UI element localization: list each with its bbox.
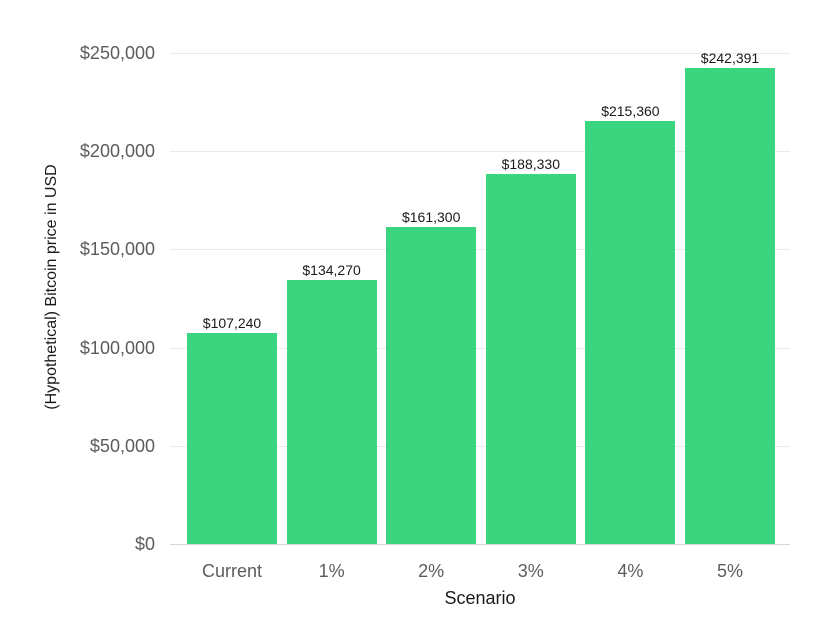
y-tick-label: $50,000 [89,435,155,456]
y-tick-label: $0 [134,534,155,554]
x-tick-label: 5% [716,561,743,581]
bar-group-1-: $134,270 [286,53,377,544]
y-tick-label: $250,000 [79,43,155,63]
x-axis-title: Scenario [444,588,516,608]
y-gridline [170,53,790,54]
bar [187,333,277,544]
plot-area: $107,240 $134,270 $161,300 $188,330 $215,360… [170,49,790,545]
bar [685,67,775,544]
y-gridline [170,151,790,153]
x-tick-label: 2% [418,561,445,581]
y-tick-label: $150,000 [79,239,155,260]
bar [485,174,576,544]
bar [386,227,477,544]
bar-value-label: $242,391 [700,49,760,66]
bar [286,280,377,544]
y-axis-title: (Hypothetical) Bitcoin price in USD [43,164,60,410]
bar-group-current: $107,240 [187,53,277,544]
bar-value-label: $161,300 [401,209,461,226]
bar-group-5-: $242,391 [685,49,775,544]
y-tick-label: $200,000 [79,141,155,162]
y-gridline [170,249,790,251]
y-gridline [170,445,790,447]
x-tick-label: Current [201,561,263,581]
bar-group-4-: $215,360 [585,53,676,544]
bar-value-label: $107,240 [202,315,262,332]
bar-value-label: $188,330 [501,156,560,173]
bar-value-label: $215,360 [601,103,660,120]
bar-group-2-: $161,300 [386,53,477,544]
x-axis-baseline [170,544,790,545]
bar-group-3-: $188,330 [485,53,576,544]
x-tick-label: 1% [318,561,345,581]
x-tick-label: 4% [617,561,644,581]
bar-value-label: $134,270 [302,262,361,279]
y-gridline [170,347,790,349]
x-tick-label: 3% [517,561,544,581]
y-tick-label: $100,000 [79,337,155,358]
bar [585,121,676,544]
